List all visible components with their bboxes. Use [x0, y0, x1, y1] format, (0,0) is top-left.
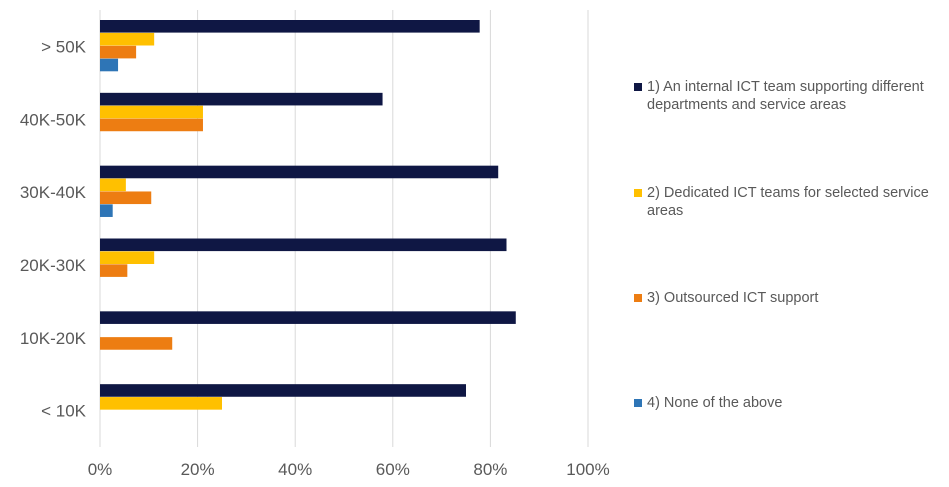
x-tick-label: 60%	[376, 460, 410, 479]
legend-item-1: 1) An internal ICT team supporting diffe…	[634, 78, 947, 114]
bar	[100, 32, 155, 46]
y-tick-label: < 10K	[41, 402, 87, 421]
bar	[100, 191, 152, 205]
bar	[100, 264, 128, 277]
x-tick-label: 40%	[278, 460, 312, 479]
x-tick-label: 100%	[566, 460, 609, 479]
x-tick-label: 0%	[88, 460, 113, 479]
legend: 1) An internal ICT team supporting diffe…	[634, 0, 949, 487]
legend-item-3: 3) Outsourced ICT support	[634, 289, 947, 307]
legend-label-2: 2) Dedicated ICT teams for selected serv…	[647, 185, 929, 219]
y-tick-label: > 50K	[41, 37, 87, 56]
legend-item-2: 2) Dedicated ICT teams for selected serv…	[634, 184, 947, 220]
bar	[100, 105, 203, 119]
x-tick-label: 80%	[473, 460, 507, 479]
bar	[100, 397, 222, 410]
bar-chart: > 50K 40K-50K 30K-40K 20K-30K 10K-20K < 10K 0…	[20, 10, 610, 479]
y-tick-label: 30K-40K	[20, 183, 87, 202]
legend-swatch-1	[634, 83, 642, 91]
bar	[100, 20, 480, 33]
y-tick-label: 20K-30K	[20, 256, 87, 275]
bar	[100, 58, 119, 72]
legend-swatch-3	[634, 294, 642, 302]
bar	[100, 238, 507, 252]
legend-label-1: 1) An internal ICT team supporting diffe…	[647, 79, 924, 113]
x-axis-labels: 0% 20% 40% 60% 80% 100%	[88, 460, 610, 479]
bar	[100, 165, 499, 179]
legend-item-4: 4) None of the above	[634, 394, 947, 412]
legend-swatch-2	[634, 189, 642, 197]
y-tick-label: 40K-50K	[20, 110, 87, 129]
bar	[100, 118, 203, 132]
legend-label-4: 4) None of the above	[647, 395, 783, 411]
y-axis-labels: > 50K 40K-50K 30K-40K 20K-30K 10K-20K < 10K	[20, 37, 87, 420]
bar	[100, 251, 155, 264]
y-tick-label: 10K-20K	[20, 329, 87, 348]
bar	[100, 178, 126, 192]
bar	[100, 337, 173, 350]
bar	[100, 92, 383, 106]
legend-label-3: 3) Outsourced ICT support	[647, 290, 819, 306]
bar	[100, 311, 516, 324]
bar	[100, 384, 466, 397]
bar	[100, 204, 113, 217]
bar	[100, 45, 137, 59]
bars	[100, 20, 516, 410]
legend-swatch-4	[634, 399, 642, 407]
gridlines	[99, 10, 589, 447]
x-tick-label: 20%	[181, 460, 215, 479]
